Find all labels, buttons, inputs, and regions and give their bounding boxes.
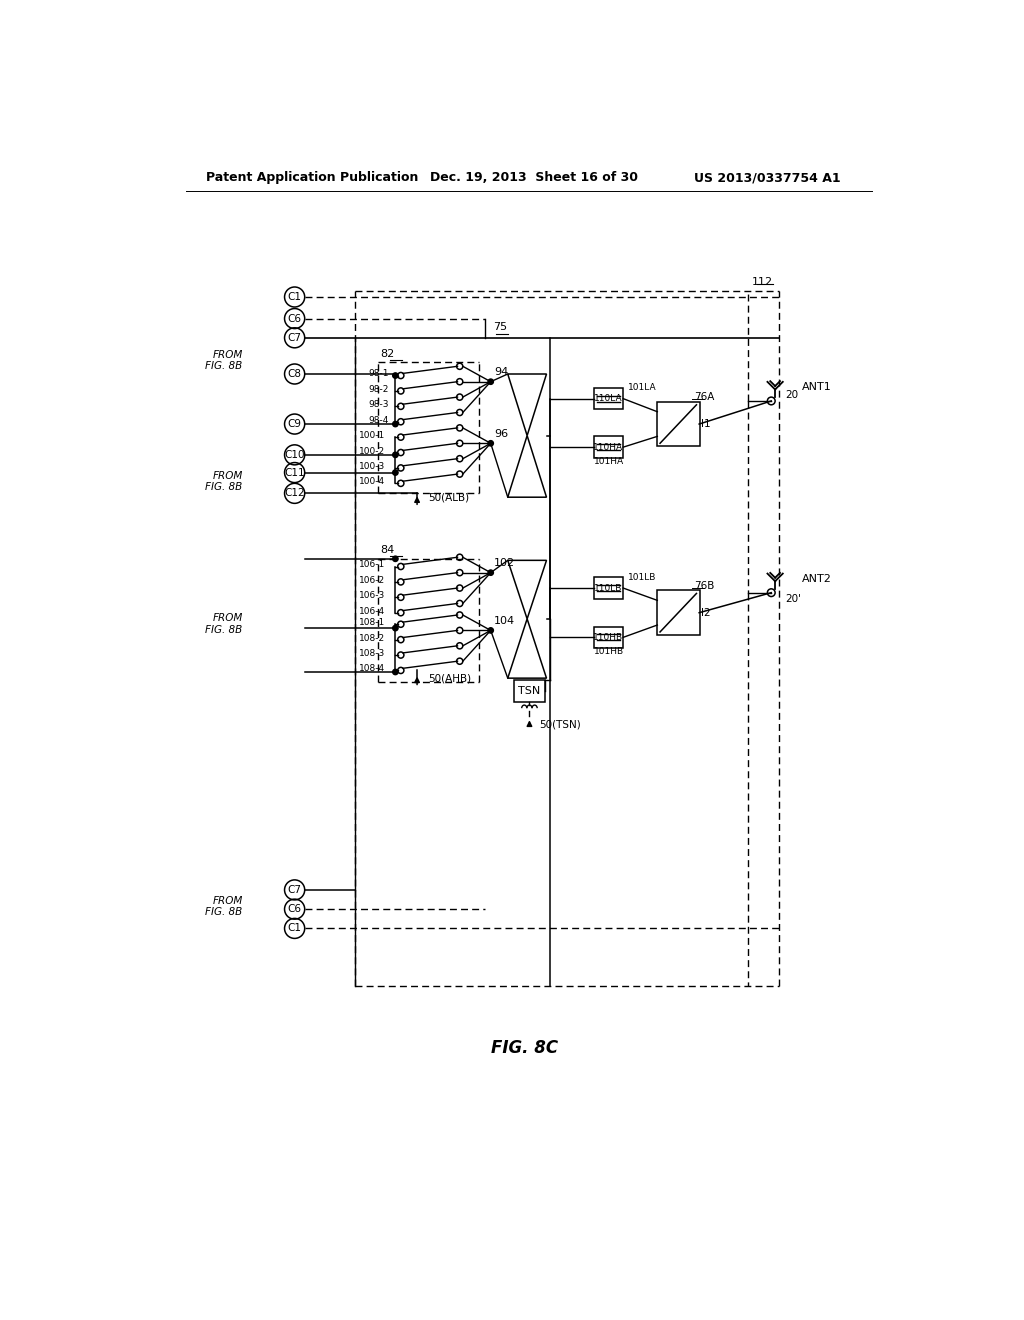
Bar: [594, 627, 624, 648]
Text: 110LA: 110LA: [594, 395, 623, 403]
Text: FROM: FROM: [212, 896, 243, 906]
Text: 82: 82: [381, 348, 395, 359]
Text: 98-3: 98-3: [368, 400, 388, 409]
Circle shape: [392, 556, 398, 561]
Bar: [657, 401, 699, 446]
Text: C8: C8: [288, 370, 302, 379]
Text: FIG. 8B: FIG. 8B: [206, 482, 243, 492]
Text: FIG. 8B: FIG. 8B: [206, 362, 243, 371]
Text: 96: 96: [494, 429, 508, 440]
Circle shape: [392, 421, 398, 426]
Text: C7: C7: [288, 333, 302, 343]
Circle shape: [392, 626, 398, 631]
Text: 101HA: 101HA: [594, 457, 625, 466]
Text: US 2013/0337754 A1: US 2013/0337754 A1: [693, 172, 841, 185]
Text: 101LA: 101LA: [628, 383, 656, 392]
Text: 20': 20': [785, 594, 801, 603]
Text: 94: 94: [494, 367, 508, 378]
Circle shape: [392, 470, 398, 475]
Text: 101HB: 101HB: [594, 647, 625, 656]
Text: I2: I2: [701, 607, 711, 618]
Text: 100-3: 100-3: [359, 462, 385, 471]
Bar: [594, 577, 624, 599]
Text: C1: C1: [288, 924, 302, 933]
Text: Patent Application Publication: Patent Application Publication: [206, 172, 418, 185]
Text: FROM: FROM: [212, 471, 243, 480]
Bar: [594, 388, 624, 409]
Text: 112: 112: [752, 277, 773, 286]
Text: 106-3: 106-3: [359, 591, 385, 601]
Text: 108-2: 108-2: [359, 634, 385, 643]
Text: C1: C1: [288, 292, 302, 302]
Text: TSN: TSN: [518, 686, 541, 696]
Text: 110LB: 110LB: [594, 583, 623, 593]
Circle shape: [488, 441, 494, 446]
Text: C10: C10: [285, 450, 305, 459]
Text: FIG. 8B: FIG. 8B: [206, 907, 243, 917]
Text: FROM: FROM: [212, 350, 243, 360]
Text: 106-1: 106-1: [359, 561, 385, 569]
Text: 50(TSN): 50(TSN): [539, 719, 581, 730]
Text: FROM: FROM: [212, 612, 243, 623]
Text: 110HA: 110HA: [594, 442, 624, 451]
Text: Dec. 19, 2013  Sheet 16 of 30: Dec. 19, 2013 Sheet 16 of 30: [430, 172, 638, 185]
Text: 50(ALB): 50(ALB): [428, 492, 469, 502]
Text: 100-1: 100-1: [359, 432, 385, 440]
Bar: [657, 590, 699, 635]
Text: 50(AHB): 50(AHB): [428, 673, 471, 684]
Text: 100-4: 100-4: [359, 478, 385, 486]
Text: 106-4: 106-4: [359, 607, 385, 615]
Text: ANT2: ANT2: [802, 574, 833, 583]
Text: 76A: 76A: [693, 392, 714, 403]
Text: 102: 102: [494, 558, 515, 569]
Text: 76B: 76B: [693, 581, 714, 591]
Text: C11: C11: [285, 467, 305, 478]
Text: I1: I1: [701, 418, 711, 429]
Text: 20: 20: [785, 389, 799, 400]
Circle shape: [392, 372, 398, 379]
Bar: [514, 681, 545, 702]
Circle shape: [392, 453, 398, 458]
Text: C7: C7: [288, 884, 302, 895]
Text: 100-2: 100-2: [359, 446, 385, 455]
Text: 84: 84: [381, 545, 395, 554]
Text: C9: C9: [288, 418, 302, 429]
Text: 108-3: 108-3: [359, 649, 385, 657]
Text: 98-1: 98-1: [368, 370, 388, 379]
Text: 101LB: 101LB: [628, 573, 656, 582]
Text: 98-2: 98-2: [368, 385, 388, 393]
Circle shape: [392, 669, 398, 675]
Text: 104: 104: [494, 616, 515, 626]
Text: C6: C6: [288, 314, 302, 323]
Circle shape: [488, 379, 494, 384]
Text: 110HB: 110HB: [594, 632, 624, 642]
Text: FIG. 8C: FIG. 8C: [492, 1039, 558, 1057]
Bar: [594, 437, 624, 458]
Text: 98-4: 98-4: [368, 416, 388, 425]
Text: C6: C6: [288, 904, 302, 915]
Text: 108-1: 108-1: [359, 618, 385, 627]
Text: 108-4: 108-4: [359, 664, 385, 673]
Text: C12: C12: [285, 488, 305, 499]
Text: ANT1: ANT1: [802, 381, 831, 392]
Circle shape: [488, 570, 494, 576]
Text: FIG. 8B: FIG. 8B: [206, 624, 243, 635]
Text: 75: 75: [493, 322, 507, 331]
Circle shape: [488, 628, 494, 634]
Text: 106-2: 106-2: [359, 576, 385, 585]
